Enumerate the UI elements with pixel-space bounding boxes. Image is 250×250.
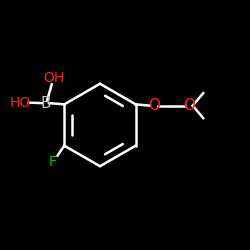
Text: OH: OH: [44, 71, 65, 85]
Text: HO: HO: [10, 96, 31, 110]
Text: F: F: [49, 155, 57, 169]
Text: O: O: [183, 98, 195, 113]
Text: O: O: [148, 98, 160, 113]
Text: B: B: [40, 96, 51, 110]
